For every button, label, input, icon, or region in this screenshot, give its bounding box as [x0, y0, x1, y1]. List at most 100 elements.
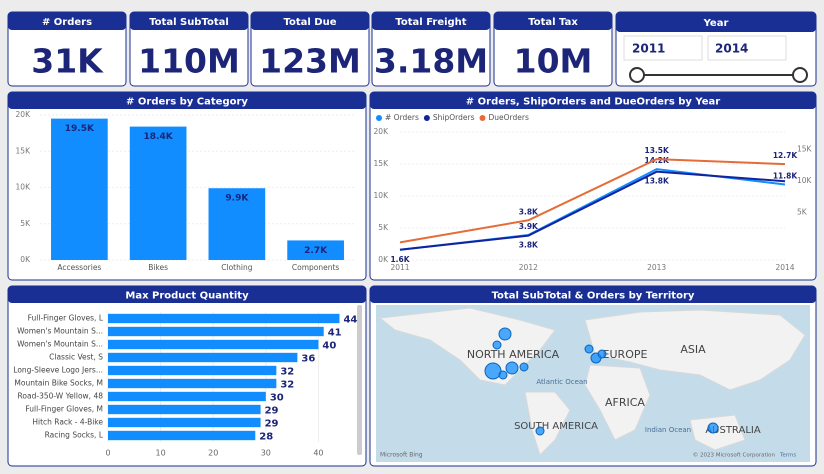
y-tick-label: 5K [20, 219, 31, 228]
y-tick-label: Racing Socks, L [45, 431, 104, 440]
bar [108, 430, 256, 441]
panel-title: Total SubTotal [149, 17, 229, 28]
slicer-from[interactable]: 2011 [632, 42, 665, 56]
map-bubble[interactable] [492, 340, 502, 350]
panel-title: # Orders by Category [126, 97, 248, 108]
data-label: 11.8K [773, 171, 799, 180]
panel-header [251, 12, 369, 30]
bar [108, 365, 277, 376]
kpi-value: 10M [514, 42, 593, 81]
data-label: 32 [280, 367, 294, 378]
panel-header [494, 12, 612, 30]
data-label: 41 [328, 328, 342, 339]
map-bubble[interactable] [519, 362, 529, 372]
legend-label: # Orders [385, 113, 419, 122]
x-tick-label: 2013 [647, 263, 666, 272]
map-credit[interactable]: Terms [779, 453, 796, 459]
data-label: 29 [265, 406, 279, 417]
data-label: 2.7K [304, 246, 328, 256]
y-tick-label: 10K [16, 183, 32, 192]
scrollbar[interactable] [357, 305, 362, 455]
data-label: 29 [265, 419, 279, 430]
map-bubble[interactable] [498, 327, 512, 341]
map-bubble[interactable] [498, 370, 508, 380]
bar [108, 391, 266, 402]
map-bubble[interactable] [484, 362, 502, 380]
slicer-to[interactable]: 2014 [715, 42, 748, 56]
y-tick-label: Women's Mountain S... [17, 340, 103, 349]
panel-title: # Orders, ShipOrders and DueOrders by Ye… [466, 97, 721, 108]
bar [108, 339, 319, 350]
legend-label: ShipOrders [433, 113, 475, 122]
data-label: 1.6K [390, 255, 410, 264]
map-bubble[interactable] [707, 422, 719, 434]
y-tick-label: Mountain Bike Socks, M [14, 379, 103, 388]
data-label: 3.8K [519, 207, 539, 216]
x-tick-label: 30 [261, 449, 271, 458]
panel-title: Total Due [283, 17, 336, 28]
panel-title: # Orders [42, 17, 92, 28]
bar [108, 326, 324, 337]
map-label: NORTH AMERICA [467, 348, 560, 361]
slider-handle[interactable] [629, 67, 645, 83]
data-label: 9.9K [225, 194, 249, 204]
x-tick-label: Accessories [57, 263, 101, 272]
map-bubble[interactable] [584, 344, 594, 354]
y-tick-label: 0K [378, 255, 389, 264]
kpi-value: 31K [31, 42, 104, 81]
data-label: 13.8K [645, 177, 671, 186]
panel-title: Max Product Quantity [125, 291, 249, 302]
panel-header [8, 286, 366, 303]
data-label: 12.7K [773, 151, 799, 160]
map-land [689, 414, 746, 451]
panel-header [372, 12, 490, 30]
data-label: 3.9K [519, 222, 539, 231]
legend-label: DueOrders [488, 113, 528, 122]
bar [129, 126, 187, 260]
y-tick-label: 0K [20, 255, 31, 264]
data-label: 13.5K [645, 146, 671, 155]
data-label: 3.8K [519, 241, 539, 250]
slider-handle[interactable] [792, 67, 808, 83]
y-tick-label: 20K [16, 110, 32, 119]
y-tick-label: Women's Mountain S... [17, 327, 103, 336]
map-bubble[interactable] [535, 426, 545, 436]
slicer-box [623, 35, 703, 61]
panel-header [8, 92, 366, 109]
map-label: Indian Ocean [645, 426, 691, 434]
data-label: 40 [322, 341, 336, 352]
x-tick-label: 10 [156, 449, 166, 458]
bar [108, 352, 298, 363]
panel-header [370, 92, 816, 109]
bar [108, 378, 277, 389]
y-tick-label: 20K [374, 127, 390, 136]
data-label: 36 [301, 354, 315, 365]
map-bubble[interactable] [597, 349, 607, 359]
data-label: 32 [280, 380, 294, 391]
map-label: SOUTH AMERICA [514, 421, 598, 432]
x-tick-label: 2014 [775, 263, 794, 272]
map-land [584, 364, 651, 441]
x-tick-label: Clothing [221, 263, 252, 272]
x-tick-label: 2011 [390, 263, 409, 272]
panel-title: Total Tax [528, 17, 578, 28]
legend-marker [423, 115, 430, 121]
panel-header [370, 286, 816, 303]
bar [108, 313, 340, 324]
map-label: Atlantic Ocean [536, 378, 587, 386]
map-label: AFRICA [605, 396, 645, 409]
map-bubble[interactable] [505, 361, 519, 375]
slicer-box [707, 35, 787, 61]
y2-tick-label: 10K [797, 176, 813, 185]
map-credit: © 2023 Microsoft Corporation [693, 452, 776, 459]
x-tick-label: Components [292, 263, 340, 272]
x-tick-label: 20 [208, 449, 218, 458]
y-tick-label: Full-Finger Gloves, M [25, 405, 103, 414]
map-land [524, 391, 571, 456]
line [399, 158, 786, 244]
x-tick-label: Bikes [148, 263, 168, 272]
y-tick-label: Long-Sleeve Logo Jers... [13, 366, 103, 375]
data-label: 14.2K [645, 156, 671, 165]
panel-header [8, 12, 126, 30]
